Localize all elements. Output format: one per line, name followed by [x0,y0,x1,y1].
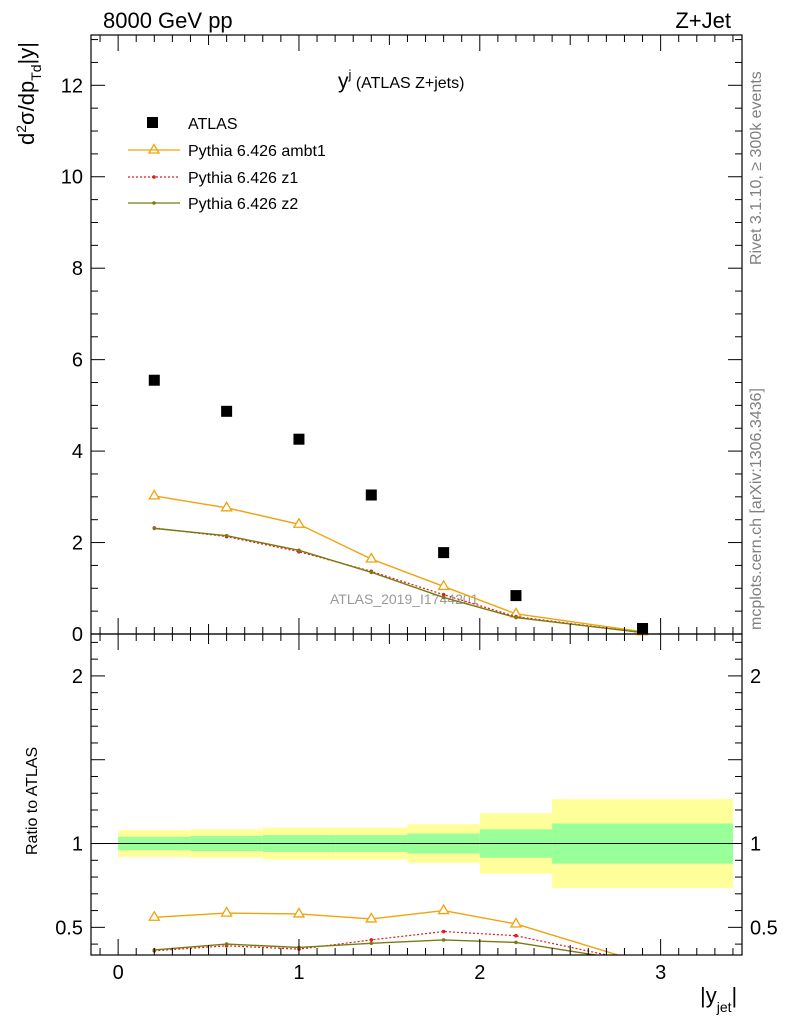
ratio-pythia-6-426-ambt1-point-2 [292,907,306,918]
main-y-tick-label: 0 [72,624,83,646]
ratio-pythia-6-426-ambt1-point-0 [148,910,161,921]
ratio-pythia-6-426-ambt1-point-1 [220,906,233,917]
ratio-pythia-6-426-z1-point-3 [369,938,374,942]
ratio-pythia-6-426-z2-point-5 [514,940,518,945]
legend-ambt1-marker [147,143,161,154]
main-atlas-point-0 [148,374,160,386]
main-atlas-point-5 [510,590,522,602]
main-y-tick-label: 10 [61,167,83,189]
ratio-x-tick-label: 0 [113,962,124,984]
legend-z1-label: Pythia 6.426 z1 [188,170,298,187]
plot-title: yj (ATLAS Z+jets) [338,67,464,93]
legend-atlas-label: ATLAS [188,116,238,133]
mcplots-label: mcplots.cern.ch [arXiv:1306.3436] [748,388,765,630]
x-axis-label: |yjet| [700,983,737,1015]
ratio-pythia-6-426-z2-point-3 [369,941,374,946]
main-atlas-point-3 [365,489,377,501]
main-atlas-point-1 [221,405,233,417]
ratio-x-tick-label: 2 [474,962,485,984]
main-pythia-6-426-z2-point-1 [224,533,229,538]
ratio-y-tick-label-right: 0.5 [750,917,778,939]
ratio-uncertainty-bands [91,799,742,888]
rivet-label: Rivet 3.1.10, ≥ 300k events [748,71,765,265]
ratio-y-tick-label-right: 2 [750,666,761,688]
main-pythia-6-426-ambt1-point-2 [292,517,306,528]
ratio-pythia-6-426-z1-point-5 [514,933,518,938]
ratio-pythia-6-426-z1-point-4 [441,929,446,934]
main-y-tick-label: 2 [72,533,83,555]
ratio-pythia-6-426-ambt1-point-5 [509,917,523,928]
main-y-tick-label: 12 [61,75,83,97]
process-label: Z+Jet [675,8,731,33]
ratio-x-tick-label: 1 [293,962,304,984]
main-pythia-6-426-z2-point-4 [441,595,446,600]
ratio-y-tick-label-right: 1 [750,834,761,856]
main-pythia-6-426-z2-line [154,527,643,634]
legend: ATLAS Pythia 6.426 ambt1 Pythia 6.426 z1… [128,116,326,213]
main-y-tick-label: 4 [72,441,83,463]
ratio-series [148,903,621,955]
main-pythia-6-426-z1-point-4 [441,592,446,597]
main-pythia-6-426-ambt1-point-4 [437,579,450,591]
ratio-y-axis-label: Ratio to ATLAS [24,747,41,855]
ratio-x-tick-label: 3 [655,962,666,984]
energy-label: 8000 GeV pp [103,8,233,33]
ratio-pythia-6-426-z2-point-4 [441,938,446,942]
main-pythia-6-426-ambt1-point-0 [148,489,161,500]
main-pythia-6-426-ambt1-line [154,495,643,633]
main-pythia-6-426-ambt1-point-1 [220,501,233,512]
main-pythia-6-426-z2-point-5 [514,615,518,620]
main-y-tick-label: 8 [72,258,83,280]
main-pythia-6-426-z2-point-2 [297,548,301,553]
main-atlas-point-4 [438,547,450,559]
legend-atlas-marker [147,117,158,128]
main-pythia-6-426-z2-point-3 [369,570,374,575]
main-pythia-6-426-z1-line [154,527,643,634]
main-y-axis-label: d2σ/dpTd|y| [13,42,44,145]
ratio-plot-frame [90,633,743,956]
ratio-pythia-6-426-ambt1-point-4 [437,903,450,915]
main-y-tick-label: 6 [72,350,83,372]
main-pythia-6-426-z2-point-0 [152,526,157,531]
main-pythia-6-426-ambt1-point-3 [365,552,378,563]
ratio-y-tick-label: 2 [72,666,83,688]
legend-z2-label: Pythia 6.426 z2 [188,196,298,213]
ratio-pythia-6-426-ambt1-point-3 [365,912,378,923]
ratio-pythia-6-426-z2-point-1 [224,942,229,946]
legend-ambt1-label: Pythia 6.426 ambt1 [188,143,326,160]
legend-z1-marker [152,175,156,179]
ratio-y-tick-label: 0.5 [55,917,83,939]
analysis-watermark: ATLAS_2019_I1744201 [330,591,479,607]
main-atlas-point-2 [293,433,305,445]
ratio-y-tick-label: 1 [72,834,83,856]
legend-z2-marker [152,201,156,205]
